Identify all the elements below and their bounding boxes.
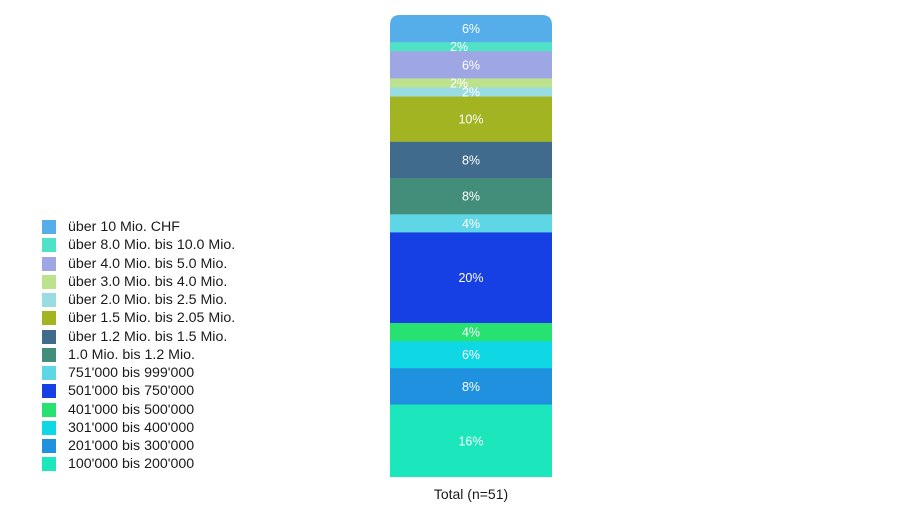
legend-item-5: über 2.0 Mio. bis 2.5 Mio. [42,291,235,309]
stacked-column [390,15,552,477]
legend-item-9: 751'000 bis 999'000 [42,364,235,382]
data-label-4: 2% [450,76,468,90]
legend-label: über 10 Mio. CHF [68,219,180,236]
x-category-label: Total (n=51) [433,486,509,502]
legend-label: über 1.2 Mio. bis 1.5 Mio. [68,328,228,345]
legend-item-7: über 1.2 Mio. bis 1.5 Mio. [42,328,235,346]
legend-item-11: 401'000 bis 500'000 [42,401,235,419]
data-label-3: 6% [462,58,480,72]
legend-label: 201'000 bis 300'000 [68,438,195,455]
legend-label: 501'000 bis 750'000 [68,383,195,400]
legend-swatch [42,457,56,472]
legend-item-14: 100'000 bis 200'000 [42,455,235,473]
legend-item-12: 301'000 bis 400'000 [42,419,235,437]
bar-segment-3 [390,51,552,79]
legend-swatch [42,256,56,271]
data-label-14: 16% [458,434,483,448]
legend-swatch [42,384,56,399]
legend-swatch [42,220,56,235]
legend-label: 100'000 bis 200'000 [68,456,195,473]
bar-segment-7 [390,141,552,179]
bar-segment-5 [390,87,552,98]
legend-label: 401'000 bis 500'000 [68,401,195,418]
legend-swatch [42,311,56,326]
legend-item-8: 1.0 Mio. bis 1.2 Mio. [42,346,235,364]
legend-item-6: über 1.5 Mio. bis 2.05 Mio. [42,309,235,327]
legend-label: 301'000 bis 400'000 [68,419,195,436]
bar-segment-11 [390,323,552,342]
legend-label: über 1.5 Mio. bis 2.05 Mio. [68,310,236,327]
data-label-11: 4% [462,326,480,340]
legend-item-10: 501'000 bis 750'000 [42,382,235,400]
data-label-5: 2% [462,86,480,100]
data-label-8: 8% [462,190,480,204]
data-label-10: 20% [458,271,483,285]
data-label-13: 8% [462,380,480,394]
legend-item-3: über 4.0 Mio. bis 5.0 Mio. [42,255,235,273]
legend-swatch [42,439,56,454]
bar-segment-6 [390,96,552,143]
legend-label: über 2.0 Mio. bis 2.5 Mio. [68,292,228,309]
bar-segment-9 [390,214,552,233]
legend-swatch [42,347,56,362]
bar-segment-2 [390,42,552,52]
legend-label: über 4.0 Mio. bis 5.0 Mio. [68,255,228,272]
legend-label: 751'000 bis 999'000 [68,365,195,382]
legend-swatch [42,420,56,435]
data-label-2: 2% [450,40,468,54]
legend-label: über 3.0 Mio. bis 4.0 Mio. [68,273,228,290]
data-label-12: 6% [462,348,480,362]
legend-swatch [42,402,56,417]
bar-segment-8 [390,178,552,215]
legend-item-2: über 8.0 Mio. bis 10.0 Mio. [42,236,235,254]
legend-swatch [42,293,56,308]
legend-swatch [42,274,56,289]
data-label-9: 4% [462,217,480,231]
data-label-6: 10% [458,113,483,127]
bar-segment-10 [390,232,552,324]
legend-swatch [42,329,56,344]
data-label-1: 6% [462,22,480,36]
legend-label: 1.0 Mio. bis 1.2 Mio. [68,346,195,363]
legend-item-13: 201'000 bis 300'000 [42,437,235,455]
bar-segment-14 [390,404,552,477]
bar-segment-4 [390,78,552,88]
bar-segment-13 [390,368,552,406]
bar-segment-12 [390,341,552,369]
data-label-7: 8% [462,153,480,167]
legend-swatch [42,366,56,381]
legend-swatch [42,238,56,253]
chart-legend: über 10 Mio. CHF über 8.0 Mio. bis 10.0 M… [42,218,235,474]
legend-item-4: über 3.0 Mio. bis 4.0 Mio. [42,273,235,291]
bar-segment-1 [390,15,552,43]
legend-item-1: über 10 Mio. CHF [42,218,235,236]
legend-label: über 8.0 Mio. bis 10.0 Mio. [68,237,236,254]
